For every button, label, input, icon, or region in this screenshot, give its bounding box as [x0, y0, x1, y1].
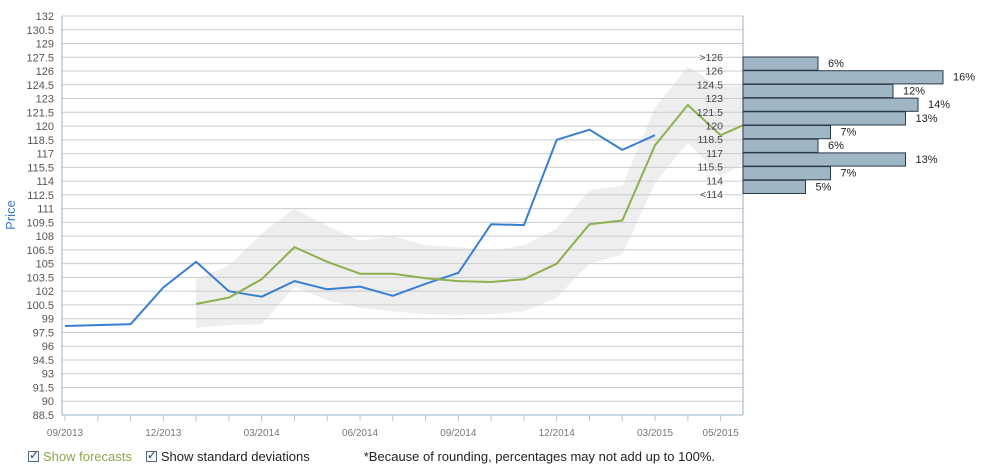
- y-tick-label: 96: [42, 341, 54, 353]
- distribution-bin-label: 124.5: [697, 79, 723, 91]
- distribution-percent-label: 14%: [928, 99, 950, 111]
- distribution-bin-label: 118.5: [698, 134, 724, 146]
- distribution-percent-label: 12%: [903, 85, 925, 97]
- distribution-percent-label: 13%: [916, 113, 938, 125]
- distribution-percent-label: 13%: [916, 154, 938, 166]
- show-std-label[interactable]: Show standard deviations: [160, 448, 310, 464]
- y-tick-label: 112.5: [27, 190, 54, 202]
- distribution-bars: >126 6% 126 16% 124.5 12% 123 14% 121.5 13% 120 7% 1…: [697, 52, 976, 201]
- distribution-bar: [742, 166, 831, 181]
- distribution-bin-label: 126: [705, 66, 723, 78]
- series-line-price: [64, 128, 656, 327]
- distribution-bin-label: 114: [706, 175, 723, 187]
- y-tick-label: 106.5: [26, 245, 54, 257]
- y-tick-label: 117: [36, 149, 54, 161]
- checkmark-icon: ✓: [146, 447, 157, 462]
- y-tick-label: 94.5: [33, 355, 54, 367]
- x-tick-label: 09/2013: [47, 428, 84, 439]
- y-tick-label: 130.5: [26, 25, 54, 37]
- y-tick-label: 111: [37, 204, 54, 216]
- show-forecasts-label[interactable]: Show forecasts: [43, 448, 132, 464]
- chart-controls: ✓ Show forecasts ✓ Show standard deviati…: [28, 447, 968, 465]
- y-tick-label: 105: [36, 259, 54, 271]
- x-tick-label: 06/2014: [342, 428, 379, 439]
- x-tick-label: 03/2014: [244, 428, 281, 439]
- y-tick-label: 109.5: [26, 217, 54, 229]
- distribution-bin-label: 115.5: [698, 162, 724, 174]
- distribution-bar: [742, 152, 906, 167]
- y-tick-label: 100.5: [26, 300, 54, 312]
- y-tick-label: 123: [36, 94, 54, 106]
- y-axis-label: Price: [3, 200, 18, 230]
- std-band-area: [196, 66, 754, 328]
- distribution-bar: [742, 70, 944, 85]
- show-std-checkbox[interactable]: ✓: [145, 447, 157, 462]
- show-forecasts-checkbox[interactable]: ✓: [28, 447, 40, 462]
- distribution-bar: [742, 179, 806, 195]
- checkmark-icon: ✓: [29, 447, 40, 462]
- distribution-bin-label: 121.5: [697, 107, 723, 119]
- x-tick-label: 05/2015: [703, 428, 740, 439]
- distribution-bar: [742, 125, 831, 140]
- distribution-bar: [742, 138, 819, 153]
- x-tick-label: 09/2014: [440, 428, 477, 439]
- distribution-percent-label: 7%: [841, 127, 857, 139]
- y-tick-label: 129: [36, 39, 54, 51]
- y-tick-label: 99: [42, 314, 54, 326]
- series-line-forecast: [195, 104, 754, 305]
- rounding-footnote: *Because of rounding, percentages may no…: [363, 448, 715, 464]
- distribution-percent-label: 6%: [828, 140, 844, 152]
- std-deviation-band: [196, 66, 754, 328]
- y-tick-label: 114: [36, 176, 54, 188]
- y-tick-label: 97.5: [33, 327, 54, 339]
- y-tick-label: 126: [36, 66, 54, 78]
- y-tick-label: 118.5: [27, 135, 54, 147]
- series-lines: [64, 104, 754, 327]
- y-tick-label: 124.5: [26, 80, 54, 92]
- y-tick-label: 88.5: [33, 410, 54, 422]
- distribution-bin-label: 123: [705, 93, 723, 105]
- x-tick-label: 12/2014: [539, 428, 576, 439]
- y-tick-label: 91.5: [33, 382, 54, 394]
- distribution-percent-label: 5%: [816, 181, 832, 193]
- y-tick-label: 120: [36, 121, 54, 133]
- grid-lines: [62, 15, 743, 416]
- x-tick-label: 03/2015: [637, 428, 674, 439]
- y-tick-label: 103.5: [26, 272, 54, 284]
- y-tick-label: 90: [42, 396, 54, 408]
- distribution-bin-label: <114: [700, 189, 723, 201]
- axes: 88.5 90 91.593 94.5 96 97.599 100.5 102 103.5105…: [26, 11, 744, 439]
- x-tick-label: 12/2013: [145, 428, 182, 439]
- y-tick-label: 93: [42, 369, 54, 381]
- y-tick-label: 115.5: [27, 162, 54, 174]
- distribution-bar: [742, 111, 906, 126]
- y-tick-label: 121.5: [26, 107, 54, 119]
- show-std-toggle[interactable]: ✓ Show standard deviations: [145, 447, 310, 464]
- distribution-bar: [742, 97, 919, 112]
- distribution-bar: [742, 83, 894, 99]
- distribution-percent-label: 16%: [953, 72, 975, 84]
- price-forecast-chart: 88.5 90 91.593 94.5 96 97.599 100.5 102 103.5105…: [3, 11, 976, 439]
- distribution-percent-label: 6%: [828, 58, 844, 70]
- show-forecasts-toggle[interactable]: ✓ Show forecasts: [28, 447, 132, 464]
- distribution-percent-label: 7%: [841, 168, 857, 180]
- y-tick-label: 127.5: [26, 52, 54, 64]
- y-tick-label: 132: [36, 11, 54, 23]
- y-tick-label: 102: [36, 286, 54, 298]
- distribution-bin-label: 120: [705, 121, 723, 133]
- distribution-bar: [742, 56, 819, 71]
- distribution-bin-label: 117: [706, 148, 723, 160]
- distribution-bin-label: >126: [699, 52, 723, 64]
- y-tick-label: 108: [36, 231, 54, 243]
